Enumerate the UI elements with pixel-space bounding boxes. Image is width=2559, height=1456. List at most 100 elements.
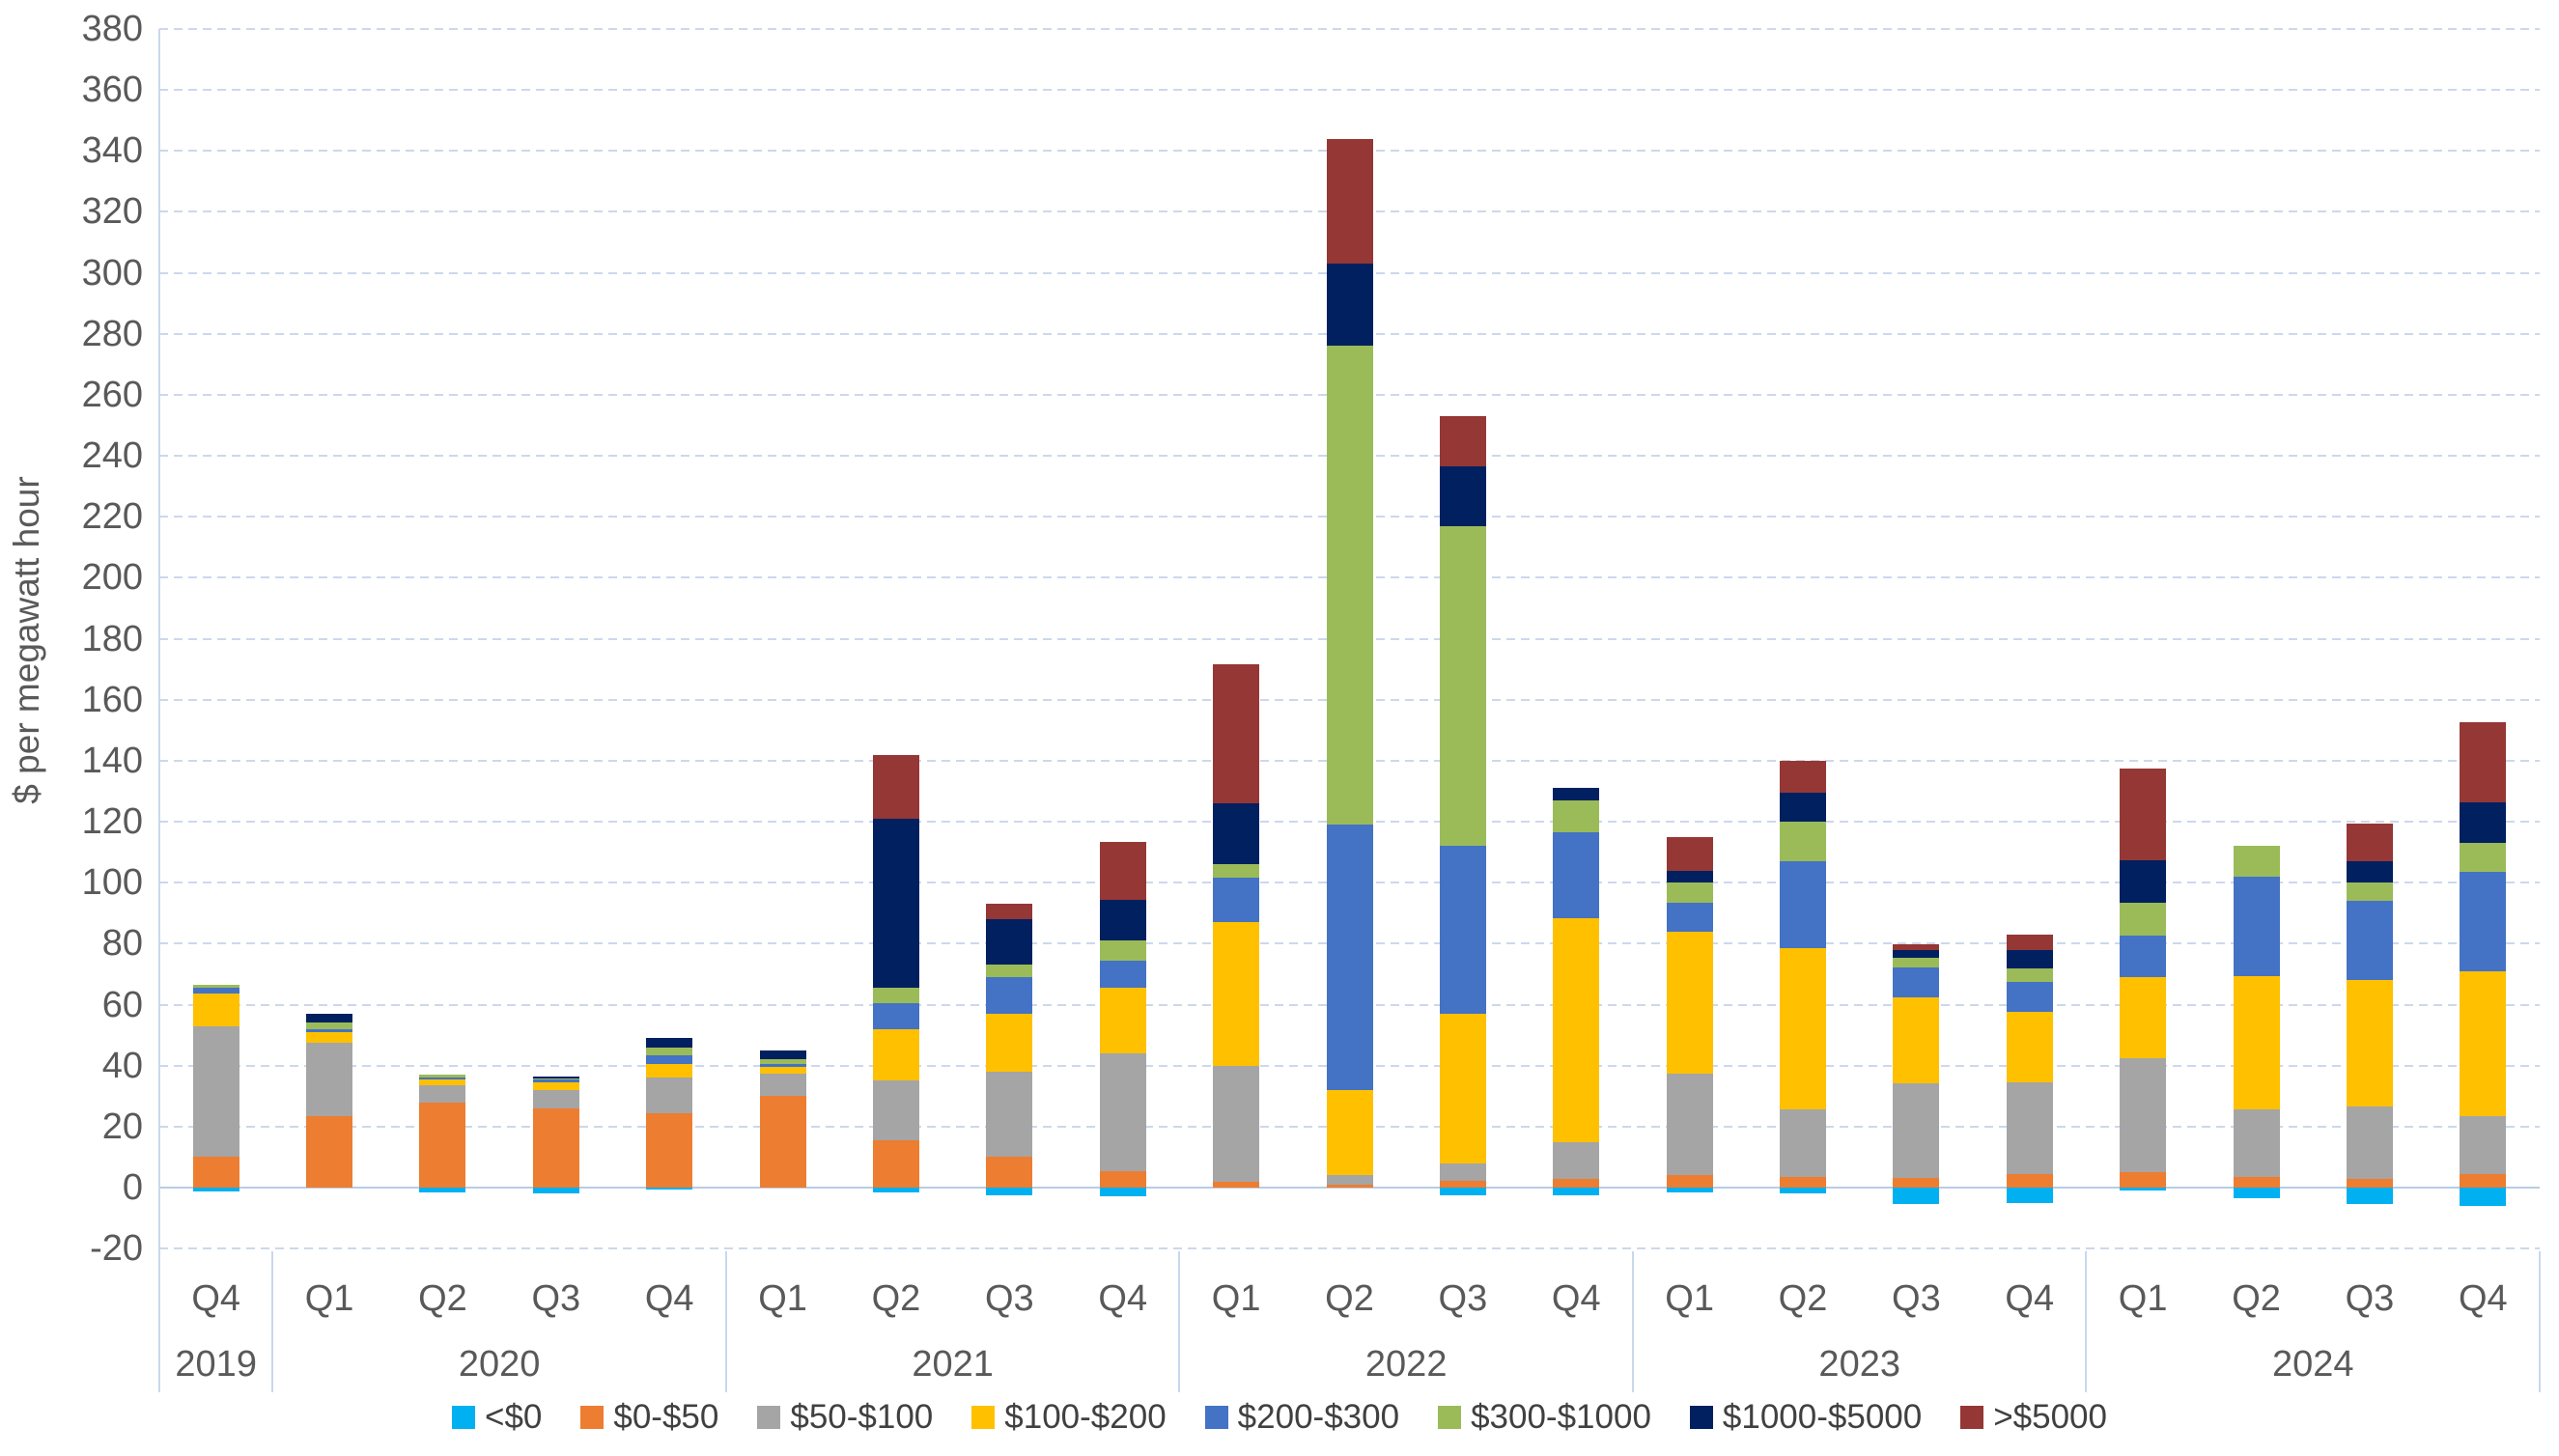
legend-swatch: [1204, 1406, 1228, 1429]
bar-segment: [646, 1038, 693, 1048]
quarter-label: Q2: [1325, 1278, 1374, 1319]
bar-segment: [1099, 841, 1146, 900]
bar-segment: [2120, 859, 2167, 903]
bar-segment: [192, 988, 239, 994]
bar-segment: [1893, 1188, 1940, 1205]
bar-segment: [1666, 870, 1713, 883]
legend: <$0 $0-$50 $50-$100 $100-$200 $200-$300 $300-…: [0, 1398, 2559, 1437]
bar-segment: [192, 994, 239, 1026]
legend-label: $1000-$5000: [1722, 1398, 1923, 1436]
y-tick-label: -20: [90, 1228, 143, 1270]
bar-segment: [1666, 836, 1713, 871]
y-tick-label: 60: [101, 984, 143, 1025]
bar-segment: [532, 1188, 579, 1194]
group-separator: [2085, 1251, 2088, 1392]
y-axis-line: [158, 29, 160, 1392]
bar-segment: [872, 1080, 919, 1141]
legend-label: $200-$300: [1237, 1398, 1400, 1436]
bar-segment: [1893, 1177, 1940, 1188]
bar-segment: [872, 754, 919, 819]
bar-segment: [2460, 1188, 2507, 1206]
quarter-label: Q2: [1778, 1278, 1828, 1319]
quarter-label: Q4: [1551, 1278, 1601, 1319]
bar-segment: [986, 965, 1033, 978]
legend-swatch: [1438, 1406, 1462, 1429]
bar-segment: [646, 1047, 693, 1055]
bar-segment: [2120, 1188, 2167, 1191]
y-tick-label: 160: [81, 679, 143, 720]
y-tick-label: 360: [81, 70, 143, 111]
legend-item: $100-$200: [971, 1398, 1167, 1437]
group-separator: [2539, 1251, 2541, 1392]
bar-segment: [1439, 525, 1486, 847]
year-label: 2024: [2271, 1344, 2354, 1385]
bar-segment: [1666, 931, 1713, 1074]
bar-segment: [872, 988, 919, 1003]
zero-axis-line: [159, 1187, 2540, 1189]
bar-segment: [1213, 922, 1260, 1066]
bar-segment: [1213, 1181, 1260, 1188]
bar-segment: [532, 1078, 579, 1079]
bar-segment: [1326, 1184, 1373, 1188]
y-tick-label: 80: [101, 923, 143, 965]
bar-segment: [419, 1102, 466, 1188]
bar-segment: [1326, 1089, 1373, 1176]
y-tick-label: 120: [81, 801, 143, 843]
bar-segment: [2346, 1188, 2393, 1205]
bar-segment: [1893, 950, 1940, 959]
bar-segment: [2120, 768, 2167, 860]
y-tick-label: 100: [81, 862, 143, 904]
legend-label: $0-$50: [613, 1398, 719, 1436]
bar-segment: [306, 1043, 353, 1116]
bar-segment: [1666, 882, 1713, 903]
bar-segment: [419, 1085, 466, 1103]
bar-segment: [1893, 966, 1940, 998]
bar-segment: [986, 1072, 1033, 1158]
year-label: 2023: [1818, 1344, 1900, 1385]
bar-segment: [1553, 799, 1600, 833]
bar-segment: [2233, 975, 2280, 1110]
bar-segment: [1213, 864, 1260, 879]
bar-segment: [646, 1188, 693, 1190]
legend-swatch: [452, 1406, 475, 1429]
bar-segment: [1099, 960, 1146, 989]
bar-segment: [2006, 1188, 2053, 1203]
legend-label: $50-$100: [790, 1398, 934, 1436]
quarter-label: Q3: [2345, 1278, 2395, 1319]
legend-label: $300-$1000: [1471, 1398, 1651, 1436]
bar-segment: [1780, 1188, 1827, 1194]
legend-swatch: [971, 1406, 996, 1429]
bar-segment: [2346, 1178, 2393, 1188]
bar-segment: [2346, 901, 2393, 981]
group-separator: [724, 1251, 727, 1392]
bar-segment: [2006, 1012, 2053, 1083]
year-label: 2019: [175, 1344, 257, 1385]
bar-segment: [1780, 948, 1827, 1110]
bar-segment: [2460, 1115, 2507, 1174]
bar-segment: [1780, 1176, 1827, 1188]
quarter-label: Q4: [2005, 1278, 2055, 1319]
bar-segment: [2460, 722, 2507, 802]
legend-swatch: [580, 1406, 605, 1429]
y-tick-label: 220: [81, 496, 143, 538]
bar-segment: [306, 1115, 353, 1188]
legend-swatch: [1689, 1406, 1713, 1429]
bar-segment: [1780, 760, 1827, 794]
bar-segment: [2120, 936, 2167, 978]
bar-segment: [2006, 934, 2053, 950]
bar-segment: [2006, 1173, 2053, 1188]
bar-segment: [759, 1067, 806, 1074]
bar-segment: [986, 977, 1033, 1014]
bar-segment: [192, 1025, 239, 1158]
bar-segment: [1099, 940, 1146, 961]
bar-segment: [2120, 977, 2167, 1058]
y-tick-label: 180: [81, 618, 143, 659]
bar-segment: [759, 1064, 806, 1068]
quarter-label: Q4: [644, 1278, 694, 1319]
bar-segment: [1326, 346, 1373, 826]
bar-segment: [1099, 988, 1146, 1054]
bar-segment: [532, 1077, 579, 1078]
bar-segment: [2233, 846, 2280, 877]
y-tick-label: 280: [81, 313, 143, 354]
bar-segment: [759, 1096, 806, 1188]
